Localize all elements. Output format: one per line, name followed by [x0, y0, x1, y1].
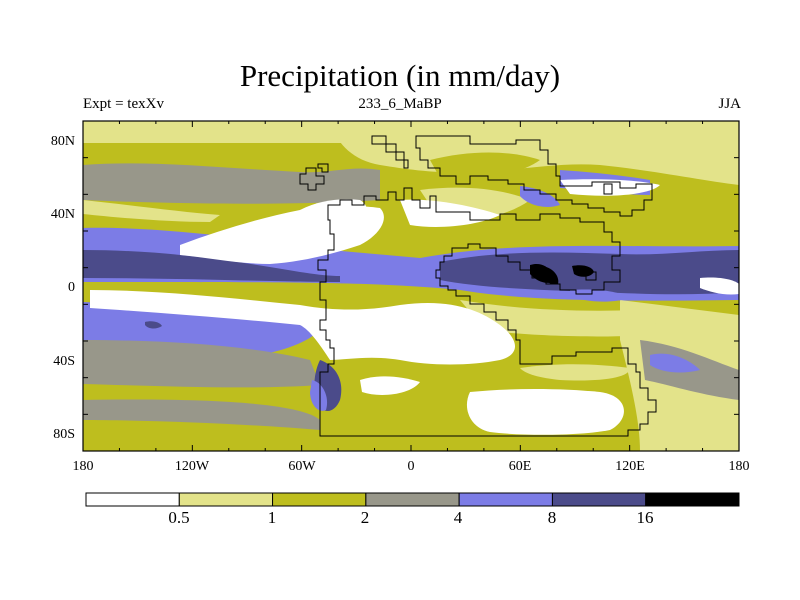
high-precip-core-3	[572, 265, 594, 277]
colorbar-swatch	[365, 492, 460, 507]
x-tick-label: 180	[73, 459, 94, 474]
island-outline-4	[603, 183, 613, 195]
east-south-blue-patch	[650, 353, 700, 373]
experiment-label: Expt = texXv	[83, 96, 164, 112]
antarctic-olive	[83, 420, 320, 451]
colorbar-swatch	[85, 492, 180, 507]
colorbar-label: 1	[267, 508, 277, 527]
age-label: 233_6_MaBP	[358, 96, 442, 112]
season-label: JJA	[718, 96, 741, 112]
south-pale-patch	[520, 364, 630, 381]
pacific-navy-band	[83, 250, 340, 282]
colorbar-swatch	[458, 492, 553, 507]
y-tick-label: 80N	[51, 134, 75, 149]
arctic-island-outline	[371, 135, 409, 169]
south-gray-band	[83, 340, 320, 388]
east-edge-dry-patch	[700, 277, 739, 295]
colorbar-label: 0.5	[168, 508, 190, 527]
antarctic-dry-patch	[466, 389, 624, 435]
northern-pale-region	[330, 121, 739, 185]
precipitation-field	[83, 121, 739, 451]
colorbar-swatch	[272, 492, 367, 507]
north-america-dry-region	[180, 205, 384, 264]
north-continent-outline	[415, 135, 653, 217]
south-tethys-pale	[460, 300, 657, 337]
colorbar-swatch	[551, 492, 647, 507]
colorbar-label: 8	[547, 508, 557, 527]
small-dry-patch	[360, 376, 420, 395]
island-outline-3	[585, 271, 597, 281]
high-precip-core-2	[540, 266, 559, 285]
island-outline-1	[299, 167, 325, 191]
x-tick-label: 60W	[288, 459, 316, 474]
colorbar-label: 4	[453, 508, 463, 527]
island-outline-2	[317, 163, 329, 173]
north-olive-patch	[430, 152, 540, 179]
dry-region-cap	[300, 199, 367, 221]
colorbar-label: 16	[636, 508, 654, 527]
south-america-blue-patch	[310, 380, 328, 411]
y-tick-label: 80S	[53, 427, 75, 442]
west-pale-streak	[83, 200, 220, 222]
x-tick-label: 60E	[509, 459, 532, 474]
colorbar	[85, 492, 740, 507]
colorbar-swatch	[178, 492, 274, 507]
north-asia-white-patch	[560, 179, 660, 196]
small-navy-spot	[145, 321, 162, 329]
plot-title: Precipitation (in mm/day)	[239, 58, 561, 93]
asia-blue-patch	[520, 186, 560, 207]
y-tick-label: 40S	[53, 354, 75, 369]
y-tick-label: 40N	[51, 207, 75, 222]
colorbar-label: 2	[360, 508, 370, 527]
indian-blue-patch	[570, 289, 630, 302]
x-tick-label: 0	[408, 459, 415, 474]
axis-tick-labels: 180 120W 60W 0 60E 120E 180 80N 40N 0 40…	[51, 134, 750, 474]
colorbar-swatch	[645, 492, 740, 507]
y-tick-label: 0	[68, 280, 75, 295]
south-central-dry-region	[90, 290, 515, 365]
x-tick-label: 120W	[175, 459, 210, 474]
x-tick-label: 120E	[615, 459, 645, 474]
supercontinent-outline	[317, 187, 657, 437]
x-tick-label: 180	[729, 459, 750, 474]
axis-ticks	[82, 120, 740, 452]
